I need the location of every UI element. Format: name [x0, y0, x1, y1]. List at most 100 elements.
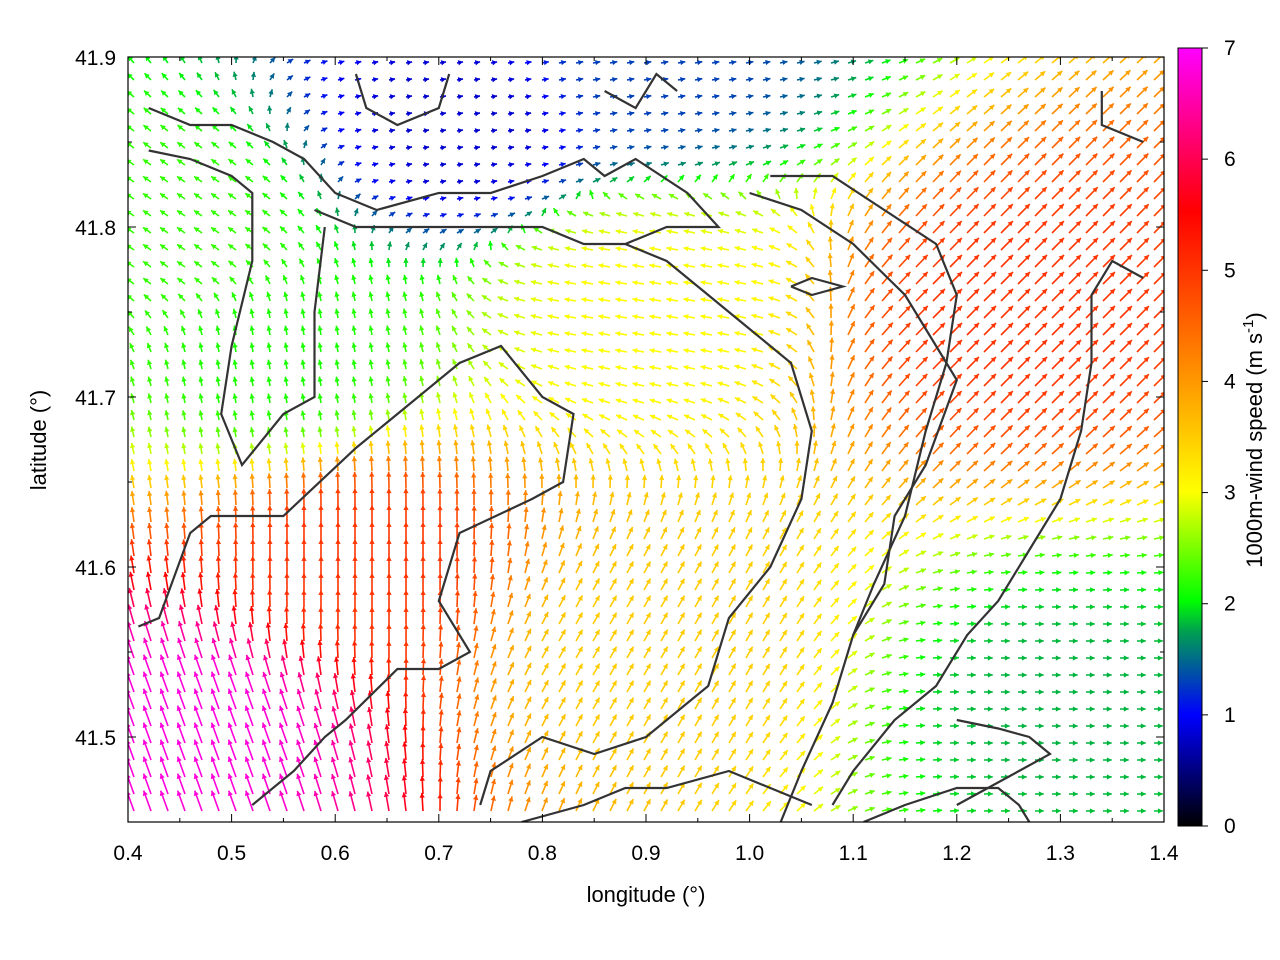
- wind-arrow: [524, 662, 532, 676]
- wind-arrow: [227, 722, 237, 744]
- wind-arrow: [789, 391, 798, 404]
- wind-arrow: [1000, 723, 1010, 729]
- wind-arrow: [193, 705, 203, 727]
- wind-arrow: [266, 393, 272, 404]
- wind-arrow: [280, 174, 288, 183]
- wind-arrow: [210, 243, 220, 251]
- wind-arrow: [1153, 638, 1163, 644]
- wind-arrow: [422, 77, 430, 83]
- wind-arrow: [266, 442, 272, 455]
- wind-arrow: [932, 305, 946, 319]
- wind-arrow: [210, 790, 220, 812]
- wind-arrow: [249, 473, 255, 489]
- wind-arrow: [435, 358, 441, 370]
- wind-arrow: [881, 254, 893, 268]
- wind-arrow: [371, 209, 378, 217]
- wind-arrow: [547, 364, 560, 370]
- wind-arrow: [1017, 706, 1027, 712]
- wind-arrow: [263, 654, 271, 676]
- wind-arrow: [949, 203, 963, 217]
- wind-arrow: [498, 361, 509, 370]
- wind-arrow: [932, 459, 944, 472]
- wind-arrow: [829, 337, 835, 353]
- wind-arrow: [915, 339, 929, 353]
- wind-arrow: [147, 442, 153, 455]
- wind-arrow: [915, 740, 926, 746]
- wind-arrow: [575, 646, 584, 659]
- wind-arrow: [915, 671, 926, 678]
- wind-arrow: [337, 127, 345, 133]
- wind-arrow: [230, 621, 237, 642]
- wind-arrow: [1085, 791, 1095, 797]
- wind-arrow: [830, 458, 837, 472]
- wind-arrow: [626, 93, 635, 100]
- wind-arrow: [250, 71, 257, 81]
- wind-arrow: [677, 799, 686, 812]
- wind-arrow: [1068, 407, 1082, 421]
- wind-arrow: [932, 672, 942, 678]
- wind-arrow: [320, 76, 328, 82]
- wind-arrow: [354, 193, 361, 200]
- wind-arrow: [524, 746, 532, 761]
- wind-arrow: [210, 141, 220, 149]
- wind-arrow: [1017, 288, 1031, 302]
- wind-arrow: [267, 505, 273, 523]
- wind-arrow: [915, 203, 928, 217]
- wind-arrow: [164, 506, 170, 523]
- wind-arrow: [143, 293, 152, 302]
- wind-arrow: [473, 660, 480, 676]
- wind-arrow: [403, 505, 409, 523]
- wind-arrow: [386, 623, 392, 642]
- wind-arrow: [303, 76, 311, 82]
- wind-arrow: [915, 138, 927, 149]
- wind-arrow: [436, 274, 442, 285]
- wind-arrow: [558, 663, 567, 676]
- wind-arrow: [354, 178, 362, 184]
- wind-arrow: [351, 441, 357, 455]
- wind-arrow: [490, 609, 496, 625]
- wind-arrow: [176, 722, 186, 744]
- wind-arrow: [779, 93, 788, 99]
- wind-arrow: [847, 269, 855, 285]
- wind-arrow: [758, 441, 764, 455]
- wind-arrow: [541, 662, 550, 676]
- wind-arrow: [438, 709, 444, 727]
- wind-arrow: [615, 381, 628, 387]
- wind-arrow: [198, 506, 204, 523]
- wind-arrow: [694, 714, 703, 727]
- wind-arrow: [1017, 672, 1027, 678]
- wind-arrow: [283, 291, 289, 302]
- wind-arrow: [805, 306, 815, 319]
- wind-arrow: [1102, 774, 1112, 780]
- wind-arrow: [1034, 672, 1044, 678]
- wind-arrow: [1051, 552, 1062, 558]
- wind-arrow: [737, 191, 747, 200]
- wind-arrow: [419, 342, 425, 353]
- wind-arrow: [1000, 740, 1010, 746]
- wind-arrow: [558, 145, 566, 151]
- wind-arrow: [371, 128, 379, 134]
- wind-arrow: [249, 325, 255, 336]
- wind-arrow: [581, 246, 594, 252]
- wind-arrow: [677, 748, 686, 761]
- wind-arrow: [745, 629, 754, 642]
- wind-arrow: [334, 207, 340, 217]
- wind-arrow: [129, 506, 136, 523]
- wind-arrow: [660, 765, 669, 778]
- wind-arrow: [1068, 203, 1082, 217]
- wind-arrow: [451, 325, 458, 336]
- wind-arrow: [983, 586, 994, 593]
- wind-arrow: [159, 158, 169, 166]
- wind-arrow: [251, 57, 257, 64]
- wind-arrow: [700, 348, 713, 354]
- wind-arrow: [779, 127, 789, 133]
- wind-arrow: [575, 525, 582, 540]
- wind-arrow: [129, 490, 136, 506]
- wind-arrow: [547, 381, 560, 387]
- wind-arrow: [473, 744, 479, 761]
- wind-arrow: [1119, 757, 1129, 763]
- wind-arrow: [388, 60, 396, 66]
- wind-arrow: [473, 711, 480, 727]
- wind-arrow: [507, 695, 515, 710]
